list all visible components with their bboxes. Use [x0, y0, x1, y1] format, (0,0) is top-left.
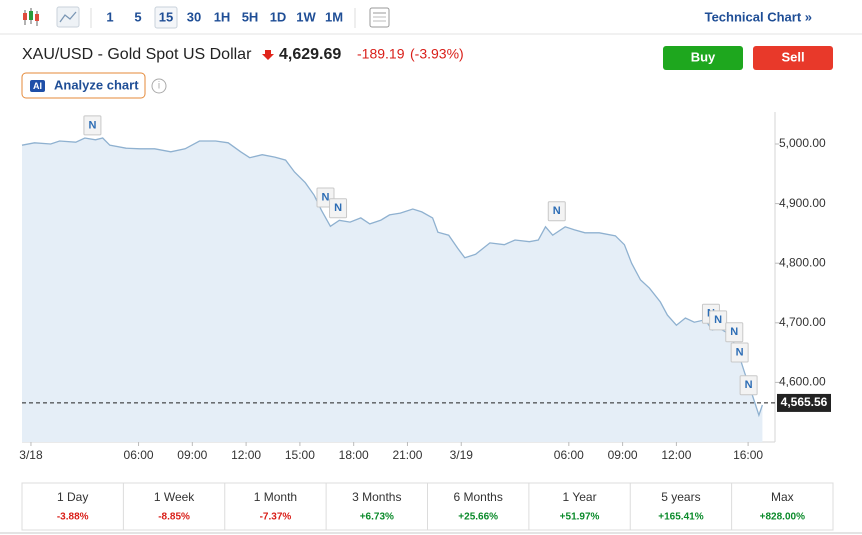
sell-label[interactable]: Sell — [781, 49, 804, 64]
analyze-label[interactable]: Analyze chart — [54, 77, 139, 92]
interval-selected — [154, 6, 178, 29]
sell-button[interactable] — [753, 46, 833, 70]
area-icon[interactable] — [56, 6, 80, 28]
period-label[interactable]: 1 Year — [563, 490, 597, 504]
news-marker-label: N — [88, 119, 96, 131]
news-marker-label: N — [322, 191, 330, 203]
interval-button[interactable]: 5 — [134, 9, 141, 24]
buy-label[interactable]: Buy — [691, 49, 716, 64]
change-pct: (-3.93%) — [410, 46, 464, 62]
news-marker[interactable] — [329, 198, 348, 219]
period-label[interactable]: Max — [771, 490, 794, 504]
interval-button[interactable]: 5H — [242, 9, 259, 24]
period-label[interactable]: 1 Month — [254, 490, 297, 504]
x-tick-label: 06:00 — [554, 448, 584, 462]
news-marker-label: N — [334, 202, 342, 214]
news-marker[interactable] — [547, 201, 566, 222]
news-marker[interactable] — [739, 375, 758, 396]
period-change: +828.00% — [760, 512, 805, 523]
candle-icon[interactable] — [23, 8, 39, 26]
layout-icon[interactable] — [369, 7, 390, 28]
x-tick-label: 06:00 — [124, 448, 154, 462]
news-marker-label: N — [714, 314, 722, 326]
period-label[interactable]: 6 Months — [454, 490, 503, 504]
period-change: -3.88% — [57, 512, 89, 523]
down-arrow — [262, 50, 274, 60]
ai-badge-bg — [30, 80, 45, 92]
change: -189.19 — [357, 46, 405, 62]
x-tick-label: 3/19 — [450, 448, 474, 462]
analyze-button[interactable] — [21, 72, 146, 99]
x-tick-label: 16:00 — [733, 448, 763, 462]
period-change: +165.41% — [658, 512, 703, 523]
x-tick-label: 12:00 — [661, 448, 691, 462]
x-tick-label: 12:00 — [231, 448, 261, 462]
period-change: -7.37% — [260, 512, 292, 523]
period-label[interactable]: 3 Months — [352, 490, 401, 504]
price-line — [21, 137, 764, 418]
news-marker-label: N — [745, 379, 753, 391]
interval-button[interactable]: 1D — [270, 9, 287, 24]
info-glyph: i — [158, 81, 160, 92]
news-marker[interactable] — [709, 310, 728, 331]
period-change: +25.66% — [458, 512, 498, 523]
period-label[interactable]: 1 Week — [154, 490, 195, 504]
y-tick-label: 4,900.00 — [779, 196, 826, 210]
news-marker[interactable] — [725, 322, 744, 343]
x-tick-label: 09:00 — [608, 448, 638, 462]
x-tick-label: 09:00 — [177, 448, 207, 462]
technical-chart-link[interactable]: Technical Chart » — [705, 9, 812, 24]
y-tick-label: 4,700.00 — [779, 315, 826, 329]
period-label[interactable]: 5 years — [661, 490, 700, 504]
x-tick-label: 15:00 — [285, 448, 315, 462]
interval-button[interactable]: 1H — [214, 9, 231, 24]
x-tick-label: 21:00 — [392, 448, 422, 462]
instrument-name: XAU/USD - Gold Spot US Dollar — [22, 46, 252, 63]
x-tick-label: 18:00 — [339, 448, 369, 462]
last-price-label: 4,565.56 — [781, 395, 828, 409]
interval-button[interactable]: 1 — [106, 9, 113, 24]
price-area — [22, 138, 763, 442]
y-tick-label: 4,800.00 — [779, 255, 826, 269]
y-tick-label: 5,000.00 — [779, 136, 826, 150]
last-price-box — [777, 393, 831, 412]
interval-button[interactable]: 1M — [325, 9, 343, 24]
price: 4,629.69 — [279, 46, 341, 63]
period-label[interactable]: 1 Day — [57, 490, 88, 504]
period-change: +51.97% — [560, 512, 600, 523]
interval-button[interactable]: 30 — [187, 9, 201, 24]
buy-button[interactable] — [663, 46, 743, 70]
info-icon[interactable] — [151, 78, 167, 94]
interval-button[interactable]: 15 — [159, 9, 173, 24]
y-tick-label: 4,600.00 — [779, 375, 826, 389]
news-marker-label: N — [553, 205, 561, 217]
news-marker[interactable] — [730, 342, 749, 363]
news-marker-label: N — [730, 326, 738, 338]
ai-badge: AI — [33, 81, 42, 91]
interval-button[interactable]: 1W — [296, 9, 316, 24]
news-marker[interactable] — [83, 115, 102, 136]
period-change: -8.85% — [158, 512, 190, 523]
period-change: +6.73% — [360, 512, 394, 523]
news-marker-label: N — [736, 346, 744, 358]
x-tick-label: 3/18 — [19, 448, 43, 462]
